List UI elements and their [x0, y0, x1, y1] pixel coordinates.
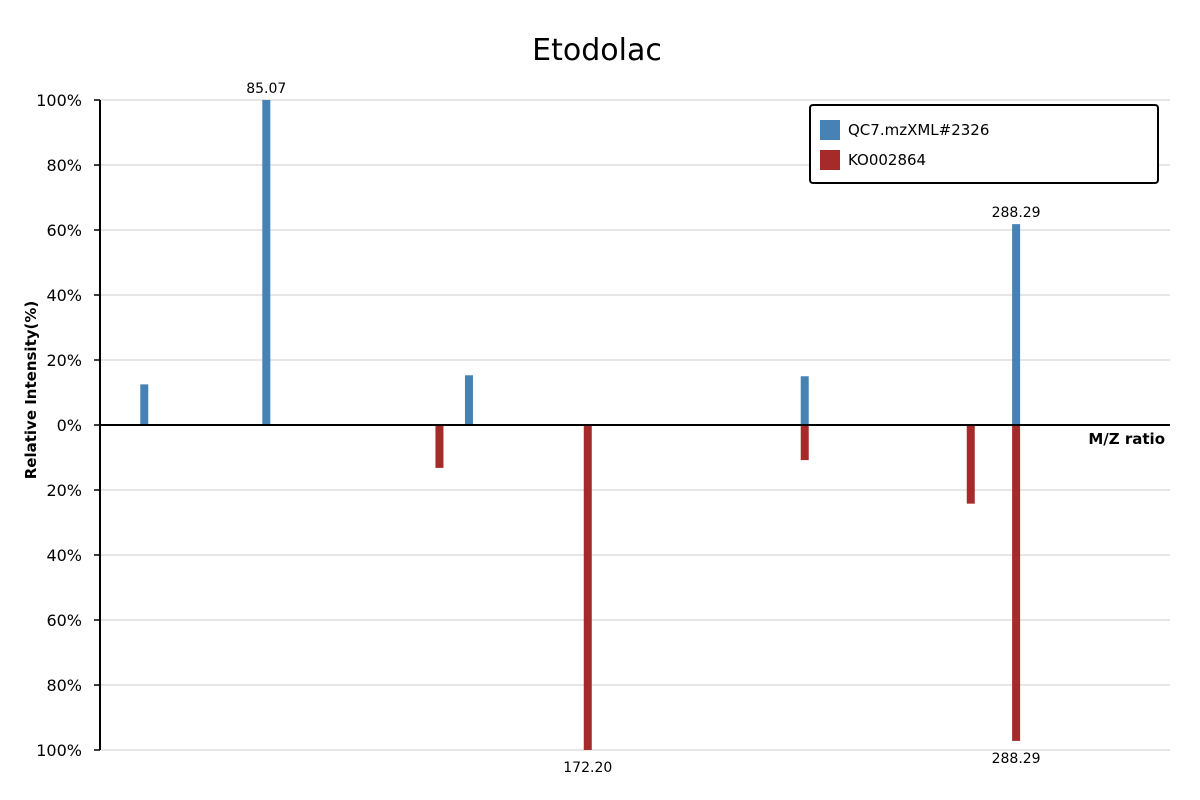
legend-label: QC7.mzXML#2326: [848, 121, 989, 139]
peak-bar: [583, 425, 592, 750]
axes: [94, 99, 1170, 751]
y-tick-label: 80%: [46, 156, 82, 175]
peak-bar: [800, 376, 809, 425]
y-tick-label: 60%: [46, 221, 82, 240]
grid-lines: [100, 99, 1170, 751]
y-tick-label: 60%: [46, 611, 82, 630]
peak-label: 288.29: [992, 751, 1041, 767]
peak-label: 85.07: [246, 81, 286, 97]
peak-bar: [800, 425, 809, 461]
peak-bar: [435, 425, 444, 468]
chart-title: Etodolac: [532, 33, 662, 68]
y-tick-label: 0%: [57, 416, 82, 435]
y-tick-label: 100%: [36, 91, 82, 110]
legend-box: [809, 104, 1159, 184]
peak-label: 172.20: [563, 760, 612, 776]
y-tick-labels: 100% 80% 60% 40% 20% 0% 20% 40% 60% 80% 100%: [36, 91, 82, 760]
peak-bar: [966, 425, 975, 504]
y-tick-label: 40%: [46, 286, 82, 305]
legend: QC7.mzXML#2326 KO002864: [809, 104, 1159, 184]
y-axis-label: Relative Intensity(%): [22, 301, 40, 480]
legend-swatch: [820, 120, 840, 140]
peak-bar: [464, 375, 473, 425]
peak-label: 288.29: [992, 205, 1041, 221]
y-tick-label: 20%: [46, 351, 82, 370]
peak-bar: [1012, 224, 1021, 425]
legend-label: KO002864: [848, 151, 926, 169]
y-tick-label: 100%: [36, 741, 82, 760]
peak-bar: [140, 384, 149, 425]
peak-bar: [262, 100, 271, 425]
y-tick-label: 80%: [46, 676, 82, 695]
y-tick-label: 40%: [46, 546, 82, 565]
peak-bars: 85.07 288.29 172.20 288.29: [140, 81, 1041, 776]
x-axis-label: M/Z ratio: [1088, 430, 1165, 448]
y-tick-label: 20%: [46, 481, 82, 500]
legend-swatch: [820, 150, 840, 170]
peak-bar: [1012, 425, 1021, 741]
